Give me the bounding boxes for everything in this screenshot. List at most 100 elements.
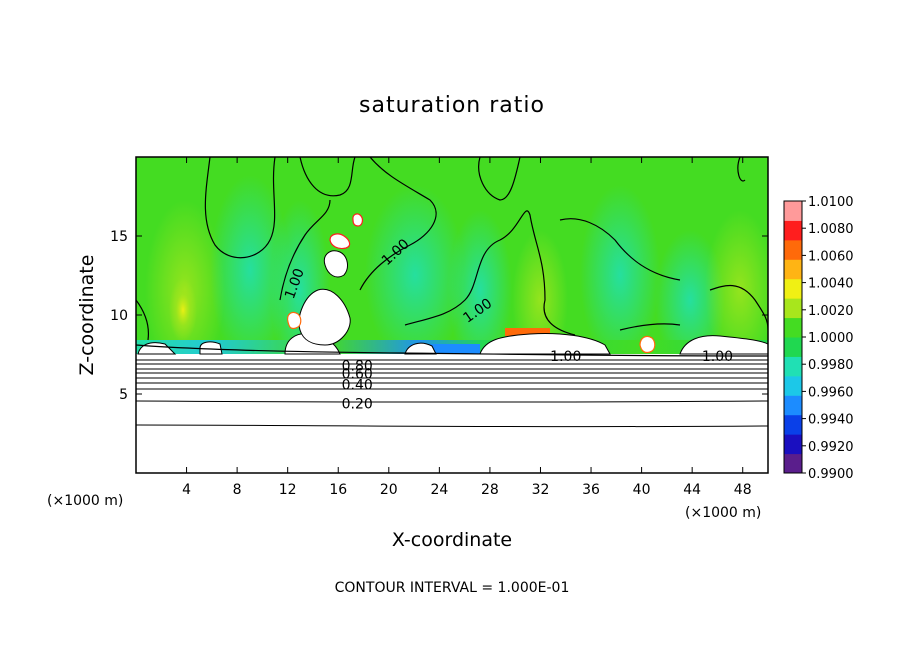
x-axis-units-right: (×1000 m)	[685, 505, 761, 521]
y-tick-label: 10	[110, 308, 128, 324]
colorbar-swatch	[784, 337, 802, 357]
contour-line	[136, 424, 768, 428]
heatmap-field	[136, 157, 768, 473]
contour-line	[136, 299, 150, 341]
x-tick-label: 44	[683, 482, 701, 498]
contour-label: 0.60	[342, 366, 373, 382]
contour-line	[619, 323, 681, 331]
contour-interval-note: CONTOUR INTERVAL = 1.000E-01	[335, 580, 570, 596]
colorbar-swatch	[784, 239, 802, 260]
contour-label: 1.00	[702, 349, 733, 365]
colorbar-tick-label: 0.9940	[808, 413, 854, 428]
colorbar-swatch	[784, 434, 802, 455]
x-tick-label: 12	[279, 482, 297, 498]
colorbar-swatch	[784, 298, 802, 319]
dry-band	[410, 344, 480, 354]
colorbar-swatch	[784, 395, 802, 416]
cloud-patch	[329, 233, 351, 250]
contour-label-group: 1.00	[702, 349, 733, 365]
cloud-patch	[323, 250, 348, 278]
contour-line	[204, 157, 276, 259]
colorbar-swatch	[784, 201, 802, 221]
contour-label-group: 0.60	[342, 366, 373, 382]
moist-band	[505, 328, 550, 336]
colorbar-swatch	[784, 220, 802, 241]
cloud-patch	[679, 335, 768, 355]
y-tick-label: 5	[119, 387, 128, 403]
x-axis-units-left: (×1000 m)	[47, 493, 123, 509]
colorbar-tick-label: 1.0080	[808, 222, 854, 237]
plume	[210, 175, 290, 365]
contour-line	[136, 344, 768, 357]
contour-line	[136, 400, 768, 403]
cloud-patch	[287, 311, 302, 330]
x-tick-label: 48	[734, 482, 752, 498]
contour-line	[299, 157, 356, 197]
x-tick-label: 36	[582, 482, 600, 498]
colorbar-swatch	[784, 414, 802, 435]
plume	[365, 185, 465, 365]
colorbar: 1.0100 1.0080 1.0060 1.0040 1.0020 1.0000 0.99…	[783, 195, 854, 482]
chart-title: saturation ratio	[359, 93, 545, 118]
x-axis-ticks: 4 8 12 16 20 24 28 32 36 40 44 48	[182, 157, 752, 498]
colorbar-ticks: 1.0100 1.0080 1.0060 1.0040 1.0020 1.0000 0.99…	[802, 195, 854, 482]
y-axis-ticks: 5 10 15	[110, 229, 768, 403]
colorbar-swatch	[784, 278, 802, 299]
cloud-patch	[298, 288, 351, 346]
plume	[580, 185, 660, 365]
contour-labels: 1.001.001.001.00 1.000.800.600.400.20	[282, 236, 733, 412]
contour-label: 0.20	[342, 396, 373, 412]
x-tick-label: 8	[233, 482, 242, 498]
colorbar-tick-label: 0.9920	[808, 440, 854, 455]
colorbar-swatch	[784, 453, 802, 474]
contour-line	[404, 210, 576, 336]
contour-label-group: 0.80	[342, 359, 373, 375]
contour-line	[478, 157, 521, 201]
unity-contours	[136, 157, 768, 357]
colorbar-swatch	[784, 259, 802, 280]
cloud-patch	[479, 333, 611, 355]
colorbar-tick-label: 0.9900	[808, 467, 854, 482]
x-tick-label: 16	[329, 482, 347, 498]
cloud-patch	[352, 213, 364, 227]
below-range-region	[136, 354, 768, 473]
colorbar-tick-label: 1.0060	[808, 249, 854, 264]
plume	[169, 278, 197, 342]
contour-line	[359, 157, 437, 291]
plume	[705, 210, 768, 370]
cloud-patch	[639, 335, 656, 354]
contour-line	[709, 285, 768, 331]
colorbar-tick-label: 0.9960	[808, 385, 854, 400]
colorbar-tick-label: 0.9980	[808, 358, 854, 373]
contour-line	[559, 218, 681, 281]
colorbar-tick-label: 1.0040	[808, 277, 854, 292]
colorbar-swatch	[784, 356, 802, 377]
contour-line	[279, 199, 331, 301]
colorbar-swatches	[784, 201, 802, 474]
contour-label: 1.00	[550, 349, 581, 365]
contour-label-group: 1.00	[550, 349, 581, 365]
cloud-patch	[199, 341, 223, 355]
contour-label: 0.40	[342, 378, 373, 394]
stable-layer-contours	[136, 359, 768, 428]
cloud-patch	[404, 342, 437, 355]
colorbar-tick-label: 1.0000	[808, 331, 854, 346]
colorbar-swatch	[784, 375, 802, 396]
x-tick-label: 4	[182, 482, 191, 498]
colorbar-tick-label: 1.0100	[808, 195, 854, 210]
x-axis-title: X-coordinate	[392, 529, 512, 551]
y-axis-title: Z-coordinate	[76, 255, 98, 376]
plume	[448, 210, 512, 370]
colorbar-tick-label: 1.0020	[808, 304, 854, 319]
contour-label: 0.80	[342, 359, 373, 375]
x-tick-label: 20	[380, 482, 398, 498]
x-tick-label: 24	[430, 482, 448, 498]
x-tick-label: 28	[481, 482, 499, 498]
x-tick-label: 32	[532, 482, 550, 498]
contour-label-group: 0.40	[342, 378, 373, 394]
y-tick-label: 15	[110, 229, 128, 245]
colorbar-swatch	[784, 317, 802, 338]
contour-line	[737, 157, 746, 182]
